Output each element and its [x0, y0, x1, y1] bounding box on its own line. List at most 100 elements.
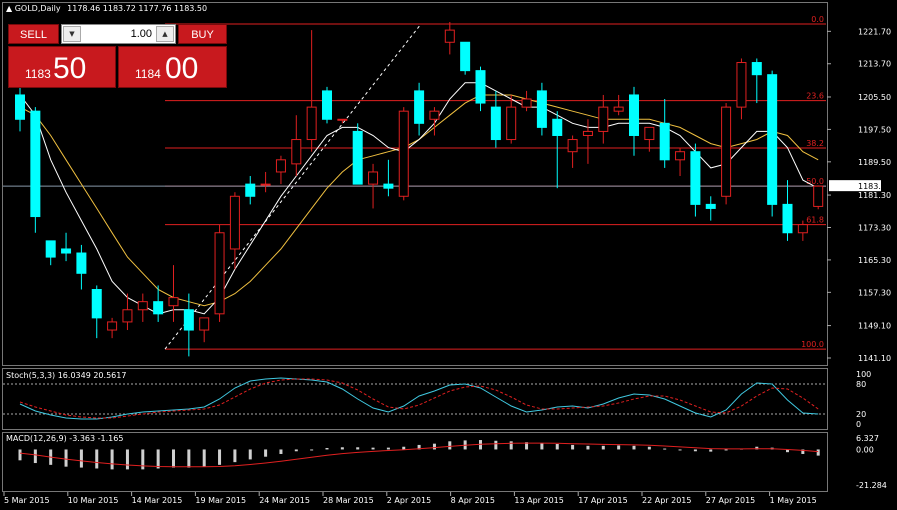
- date-tick-label: 14 Mar 2015: [132, 496, 183, 505]
- candle: [675, 147, 686, 177]
- stoch-k-line: [19, 377, 819, 420]
- candle-body: [506, 106, 517, 141]
- sell-price-major: 1183: [25, 67, 51, 81]
- macd-bar: [525, 442, 529, 450]
- candle: [153, 285, 164, 322]
- chart-title: ▲ GOLD,Daily 1178.46 1183.72 1177.76 118…: [6, 4, 207, 13]
- macd-bar: [156, 449, 160, 469]
- candle: [137, 293, 148, 322]
- date-tick-label: 2 Apr 2015: [387, 496, 431, 505]
- date-tick-label: 8 Apr 2015: [451, 496, 495, 505]
- price-tick-label: 1221.70: [858, 27, 891, 36]
- candle: [813, 185, 824, 210]
- sell-button[interactable]: SELL: [8, 24, 59, 44]
- macd-label: MACD(12,26,9) -3.363 -1.165: [6, 434, 124, 443]
- macd-bar: [340, 447, 344, 450]
- macd-bar: [18, 449, 22, 461]
- candle-body: [536, 90, 547, 128]
- macd-bar: [202, 449, 206, 467]
- candle-body: [275, 159, 286, 173]
- candle-body: [61, 248, 72, 254]
- date-tick-label: 5 Mar 2015: [4, 496, 50, 505]
- candle-body: [567, 139, 578, 153]
- fibonacci-retracement[interactable]: 0.0 23.6 38.2 50.0 61.8 100.0: [3, 15, 826, 350]
- macd-bar: [632, 445, 636, 450]
- stoch-tick-label: 80: [856, 380, 866, 389]
- candle: [629, 86, 639, 156]
- buy-price-major: 1184: [135, 67, 161, 81]
- lot-decrease-icon[interactable]: ▼: [63, 26, 81, 42]
- fib-level-label: 0.0: [811, 15, 824, 24]
- lot-size-input[interactable]: [84, 25, 154, 43]
- price-tick-label: 1173.30: [858, 223, 891, 232]
- macd-bar: [325, 448, 329, 450]
- macd-bar: [586, 445, 590, 450]
- lot-increase-icon[interactable]: ▲: [156, 26, 174, 42]
- candle-body: [214, 232, 225, 315]
- candle-body: [490, 106, 501, 141]
- candle-body: [414, 90, 425, 124]
- macd-bar: [709, 449, 713, 452]
- triangle-icon: ▲: [6, 4, 13, 13]
- candle: [30, 107, 41, 233]
- candle: [383, 159, 394, 197]
- sell-price-button[interactable]: 1183 50: [8, 46, 116, 88]
- macd-bar: [509, 441, 513, 450]
- candle-body: [444, 29, 455, 43]
- macd-bar: [801, 449, 805, 454]
- candle-body: [644, 126, 655, 141]
- candle-body: [229, 195, 240, 250]
- macd-panel-frame: [2, 432, 828, 492]
- one-click-trading-panel: SELL ▼ ▲ BUY 1183 50 1184 00: [8, 22, 227, 90]
- macd-bar: [294, 449, 298, 452]
- main-chart-frame: [2, 2, 828, 366]
- candle-body: [659, 122, 670, 161]
- candle: [429, 107, 440, 136]
- candle: [183, 293, 194, 357]
- candle-body: [107, 321, 118, 331]
- buy-button[interactable]: BUY: [178, 24, 227, 44]
- macd-bar: [555, 444, 559, 450]
- macd-bar: [432, 443, 436, 450]
- macd-bar: [218, 449, 222, 465]
- macd-bar: [95, 449, 99, 469]
- candle-body: [122, 309, 133, 323]
- candle-body: [429, 110, 440, 120]
- candle-body: [629, 94, 639, 136]
- buy-price-button[interactable]: 1184 00: [118, 46, 227, 88]
- candle-body: [352, 130, 363, 185]
- candle: [782, 180, 793, 241]
- candle-body: [322, 90, 332, 120]
- candle-body: [797, 224, 808, 234]
- candle: [122, 293, 133, 331]
- candle-body: [613, 106, 624, 112]
- date-tick-label: 24 Mar 2015: [259, 496, 310, 505]
- candle: [199, 317, 210, 343]
- macd-bar: [110, 449, 114, 470]
- candle: [322, 86, 332, 124]
- candle: [797, 220, 808, 241]
- candle: [567, 135, 578, 168]
- macd-bar: [494, 440, 498, 450]
- candle: [506, 94, 517, 144]
- candle-body: [291, 139, 302, 165]
- candle-body: [337, 118, 348, 121]
- macd-bar: [64, 449, 68, 467]
- candle: [767, 70, 778, 217]
- macd-bar: [172, 449, 175, 468]
- macd-bar: [79, 449, 83, 468]
- candle-body: [76, 252, 87, 274]
- macd-bar: [356, 447, 360, 450]
- candle: [414, 82, 425, 136]
- macd-bar: [755, 446, 759, 450]
- date-tick-label: 13 Apr 2015: [514, 496, 563, 505]
- candle-body: [552, 118, 563, 136]
- ma-fast-line: [19, 82, 819, 315]
- candle: [659, 99, 670, 168]
- candle: [721, 103, 732, 205]
- lot-size-control: ▼ ▲: [61, 24, 176, 44]
- candle: [521, 90, 532, 112]
- candle-body: [91, 289, 102, 319]
